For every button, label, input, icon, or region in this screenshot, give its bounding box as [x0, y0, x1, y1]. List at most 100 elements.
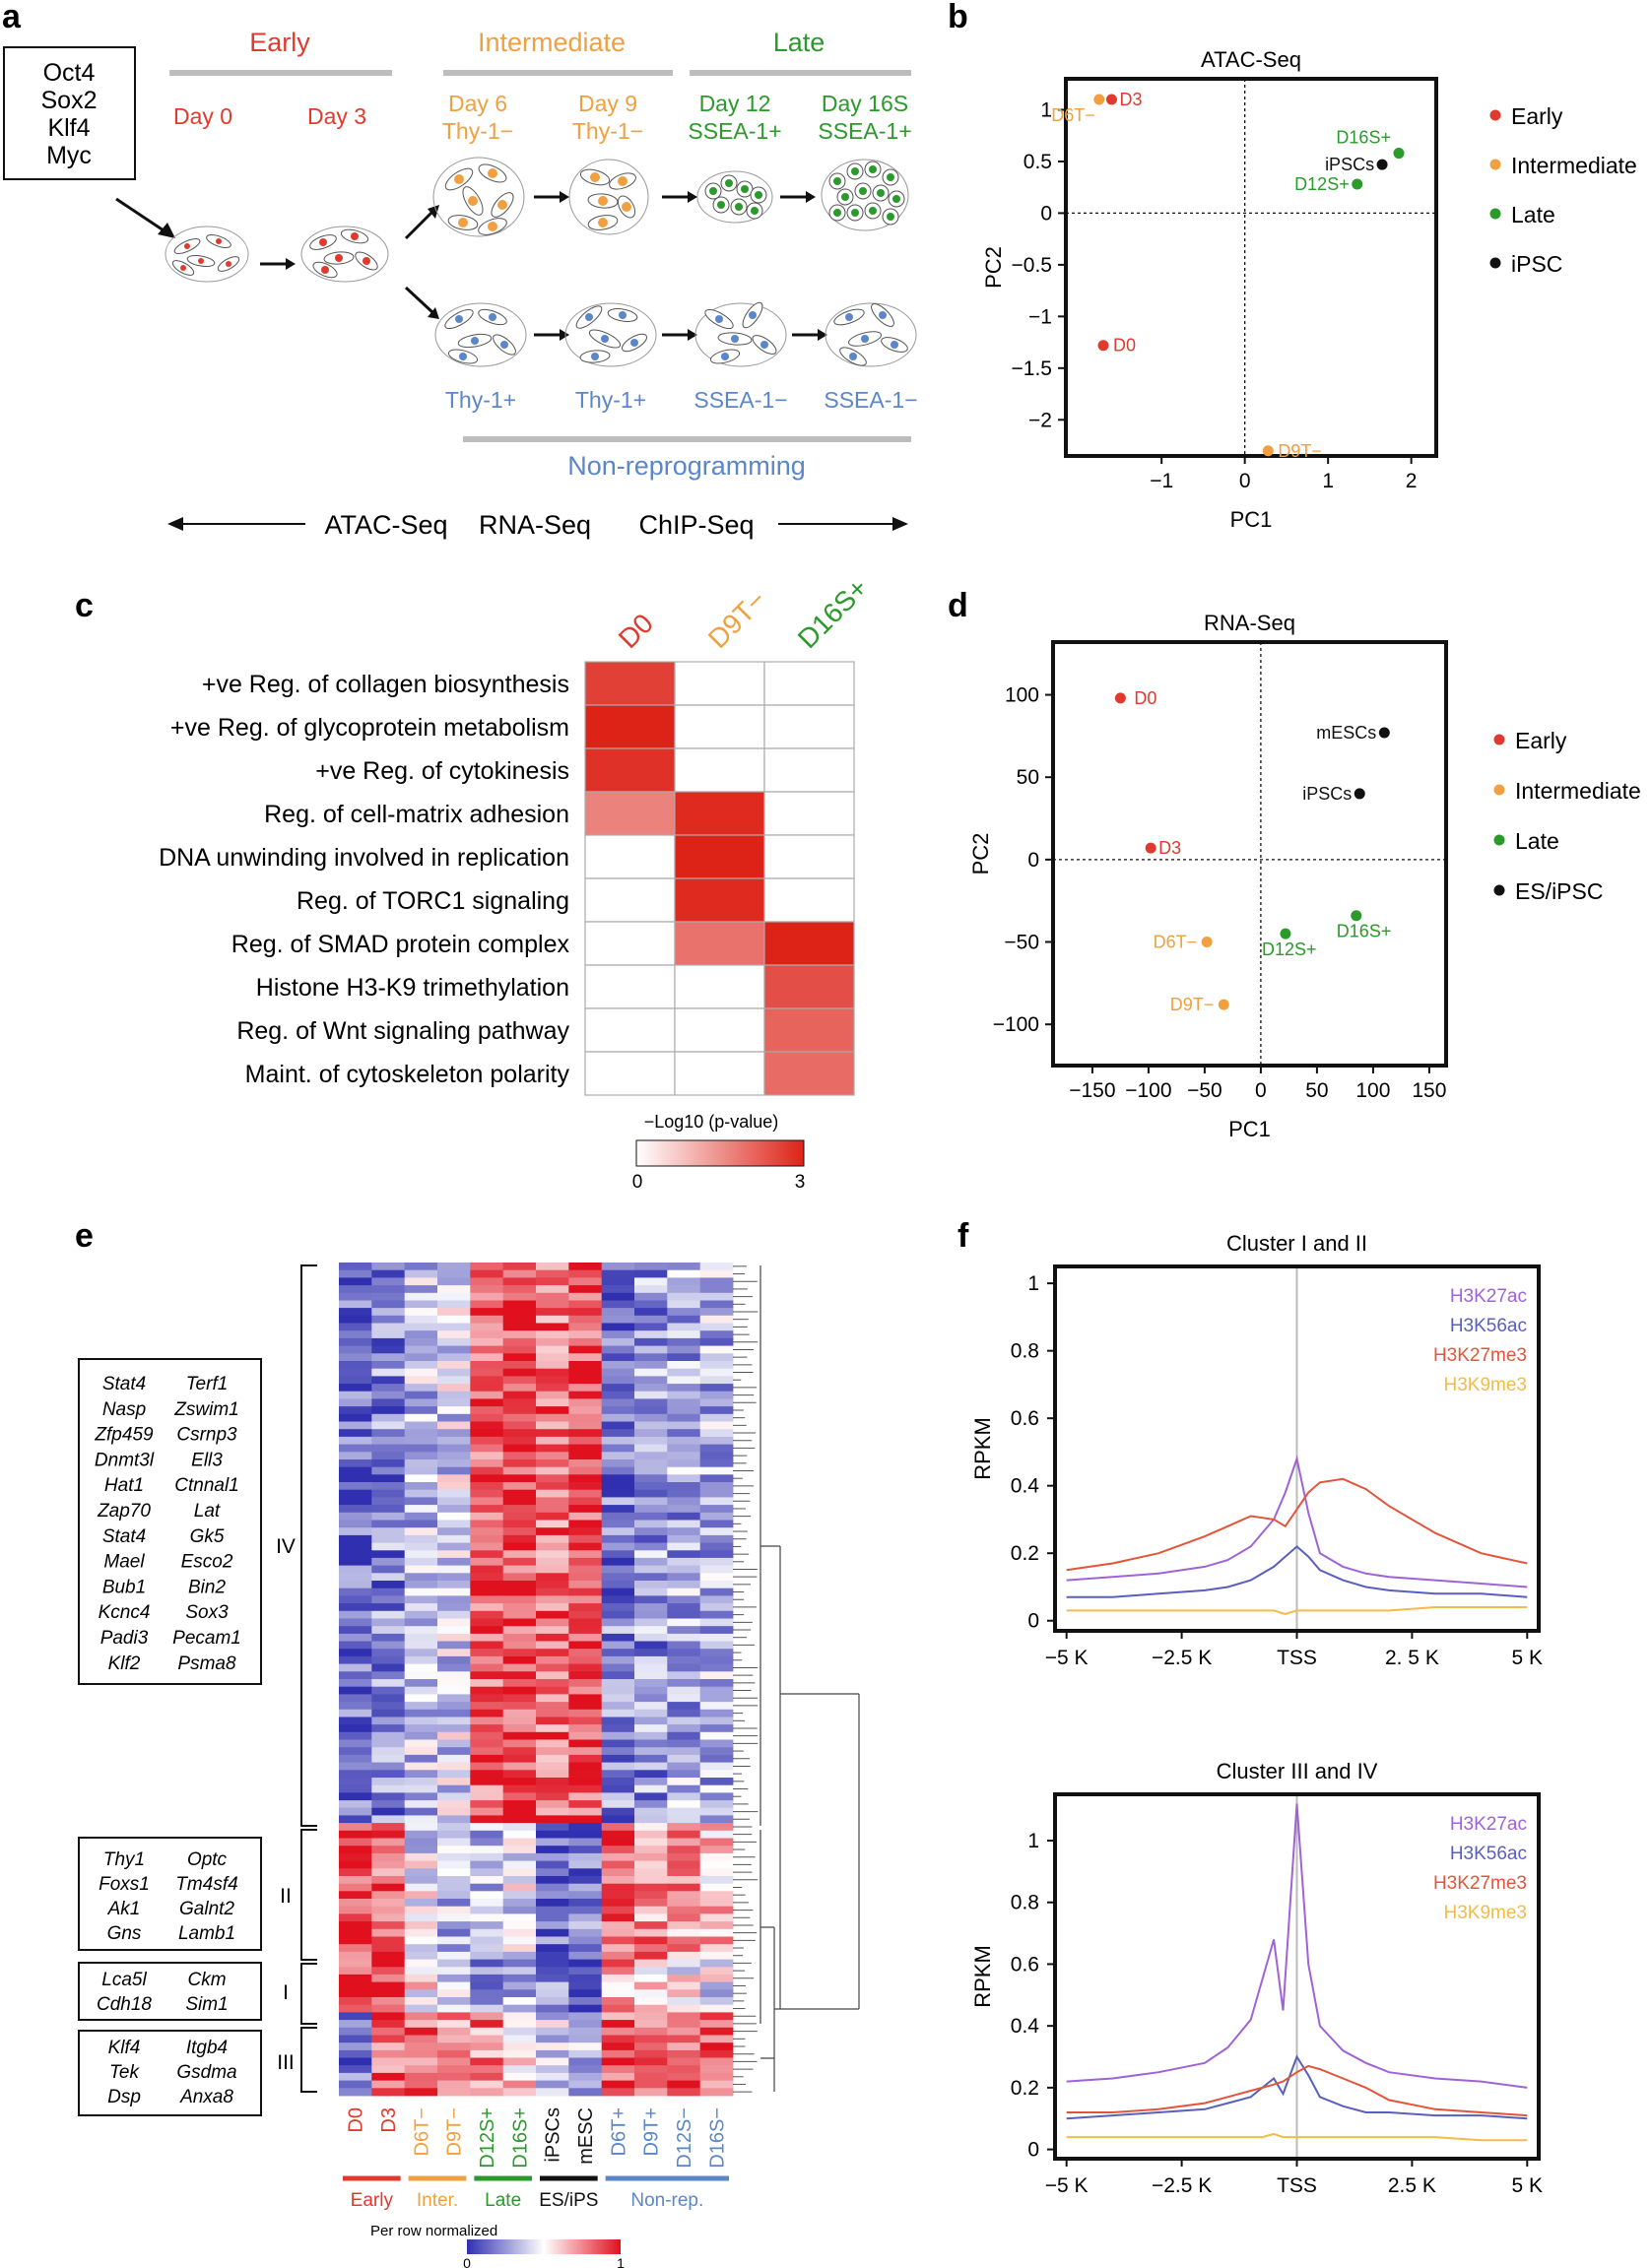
- heatmap-cell: [371, 1595, 405, 1604]
- heatmap-cell: [536, 1308, 569, 1317]
- heatmap-cell: [470, 2057, 503, 2066]
- heatmap-cell: [404, 1595, 438, 1604]
- heatmap-cell: [536, 1770, 569, 1779]
- gene-name: Galnt2: [179, 1899, 234, 1919]
- heatmap-cell: [470, 1860, 503, 1869]
- plot-title: ATAC-Seq: [1201, 47, 1301, 72]
- heatmap-cell: [437, 1550, 471, 1559]
- heatmap-cell: [502, 1838, 537, 1847]
- heatmap-cell: [470, 1603, 503, 1612]
- factor-klf4: Klf4: [47, 114, 90, 142]
- y-tick-label: 0.6: [1011, 1407, 1039, 1430]
- heatmap-cell: [339, 2035, 372, 2043]
- heatmap-cell: [536, 2004, 569, 2013]
- y-axis-label: PC2: [981, 246, 1006, 289]
- heatmap-cell: [371, 2080, 405, 2089]
- heatmap-cell: [634, 1868, 668, 1877]
- heatmap-cell: [470, 1649, 503, 1657]
- gene-name: Dsp: [107, 2087, 141, 2107]
- heatmap-cell: [371, 1573, 405, 1582]
- heatmap-cell: [667, 1308, 700, 1317]
- heatmap-cell: [470, 1452, 503, 1460]
- heatmap-cell: [536, 1323, 569, 1331]
- heatmap-cell: [470, 1739, 503, 1748]
- heatmap-cell: [339, 2020, 372, 2029]
- heatmap-cell: [404, 1315, 438, 1324]
- heatmap-cell: [634, 1489, 668, 1498]
- heatmap-cell: [437, 1444, 471, 1453]
- heatmap-cell: [634, 1981, 668, 1990]
- heatmap-cell: [437, 1731, 471, 1740]
- heatmap-cell: [699, 1595, 734, 1604]
- legend-entry: H3K27ac: [1450, 1814, 1527, 1835]
- y-axis-label: PC2: [968, 833, 993, 875]
- assay-rna: RNA-Seq: [479, 510, 591, 540]
- heatmap-cell: [437, 1353, 471, 1362]
- heatmap-cell: [371, 1557, 405, 1566]
- heatmap-cell: [502, 1505, 537, 1514]
- heatmap-group-bars: Early Inter. Late ES/iPS Non-rep.: [343, 2175, 729, 2211]
- heatmap-cell: [568, 1883, 602, 1892]
- heatmap-cell: [568, 1323, 602, 1331]
- heatmap-cell: [371, 1852, 405, 1861]
- heatmap-cell: [371, 1989, 405, 1998]
- heatmap-cell: [437, 1588, 471, 1596]
- heatmap-cell: [601, 1709, 635, 1717]
- heatmap-cell: [502, 1852, 537, 1861]
- heatmap-cell: [601, 1686, 635, 1695]
- heatmap-cell: [404, 1384, 438, 1393]
- x-tick-label: −5 K: [1045, 2174, 1089, 2197]
- heatmap-cell: [470, 1883, 503, 1892]
- heatmap-cell: [437, 1581, 471, 1589]
- heatmap-cell: [404, 1823, 438, 1832]
- heatmap-cell: [699, 1353, 734, 1362]
- heatmap-cell: [536, 1899, 569, 1908]
- heatmap-cell: [536, 1361, 569, 1370]
- heatmap-e-colorbar-max: 1: [617, 2255, 625, 2268]
- cells-day9-thy1-neg: [568, 159, 649, 235]
- heatmap-cell: [404, 1959, 438, 1968]
- heatmap-cell: [470, 1641, 503, 1650]
- heatmap-cell: [568, 1444, 602, 1453]
- heatmap-cell: [634, 1452, 668, 1460]
- heatmap-cell: [634, 1633, 668, 1642]
- heatmap-cell: [339, 1679, 372, 1688]
- heatmap-cell: [601, 1391, 635, 1399]
- heatmap-cell: [667, 1505, 700, 1514]
- heatmap-cell: [502, 1263, 537, 1271]
- heatmap-cell: [667, 1784, 700, 1793]
- heatmap-cell: [470, 1951, 503, 1960]
- heatmap-cell: [699, 1512, 734, 1521]
- heatmap-cell: [634, 1906, 668, 1914]
- heatmap-cell: [601, 1747, 635, 1756]
- point-label: D9T−: [1278, 441, 1322, 461]
- heatmap-cell: [536, 1474, 569, 1483]
- heatmap-cell: [601, 1330, 635, 1339]
- heatmap-cell: [404, 2065, 438, 2074]
- heatmap-cell: [339, 1830, 372, 1839]
- point-label: D6T−: [1154, 933, 1198, 952]
- heatmap-cell: [437, 1330, 471, 1339]
- x-tick-label: −2.5 K: [1152, 1647, 1212, 1669]
- heatmap-cell: [601, 1649, 635, 1657]
- heatmap-cell: [437, 1534, 471, 1543]
- heatmap-cell: [371, 1337, 405, 1346]
- heatmap-cell: [667, 1709, 700, 1717]
- heatmap-cell: [699, 1846, 734, 1854]
- heatmap-cell: [584, 791, 676, 836]
- heatmap-cell: [568, 1413, 602, 1422]
- heatmap-cell: [667, 1353, 700, 1362]
- heatmap-cell: [667, 2049, 700, 2058]
- heatmap-cell: [667, 1686, 700, 1695]
- heatmap-cell: [699, 1557, 734, 1566]
- heatmap-cell: [470, 1807, 503, 1816]
- heatmap-cell: [404, 1626, 438, 1635]
- heatmap-cell: [536, 1792, 569, 1801]
- heatmap-cell: [568, 1330, 602, 1339]
- heatmap-cell: [699, 1876, 734, 1885]
- heatmap-cell: [502, 1868, 537, 1877]
- heatmap-cell: [339, 1292, 372, 1301]
- heatmap-cell: [437, 1315, 471, 1324]
- heatmap-cell: [502, 1497, 537, 1506]
- heatmap-cell: [502, 1534, 537, 1543]
